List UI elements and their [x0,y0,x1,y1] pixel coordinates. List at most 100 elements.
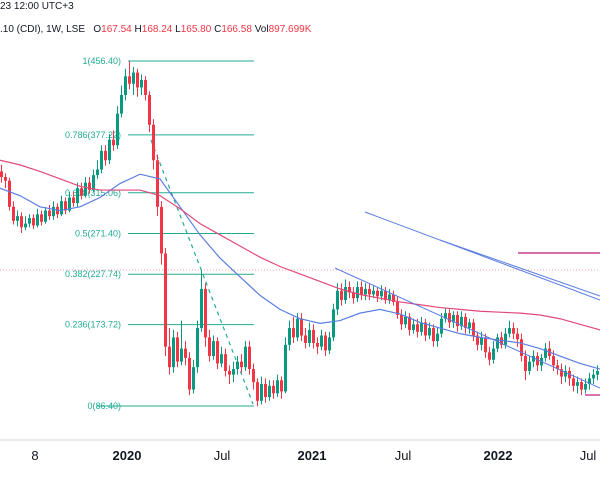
candle-body [372,290,375,295]
timestamp-label: 23 12:00 UTC+3 [0,1,74,12]
candle-body [500,337,503,345]
candle-body [12,206,15,221]
candle-body [456,314,459,327]
candle-body [444,313,447,319]
candle-body [528,361,531,371]
candle-body [408,316,411,330]
candle-body [228,370,231,375]
candle-body [200,288,203,329]
candle-body [276,380,279,394]
candle-body [100,150,103,170]
candle-body [112,139,115,146]
candle-body [388,294,391,301]
candle-body [304,335,307,343]
symbol-label: .10 (CDI), 1W, LSE [0,24,86,35]
candle-body [368,288,371,295]
candle-body [432,328,435,342]
candle-body [484,337,487,353]
candle-body [48,210,51,217]
candle-body [244,346,247,368]
candle-body [136,72,139,88]
candle-body [488,352,491,360]
candle-body [428,328,431,336]
candle-body [472,322,475,336]
candle-body [492,348,495,360]
candle-body [320,335,323,347]
channel-lower-line [334,267,600,389]
fib-level-label: 0(86.40) [87,401,121,411]
candle-body [8,180,11,207]
candle-body [84,182,87,196]
candle-body [552,356,555,366]
candle-body [588,378,591,384]
fib-trend-line [150,139,254,405]
candle-body [52,206,55,217]
candle-body [324,335,327,351]
x-tick-label: 8 [31,448,38,463]
candle-body [400,314,403,325]
candle-body [504,333,507,345]
candle-body [376,290,379,297]
candle-body [252,369,255,383]
open-value: 167.54 [101,24,132,35]
candle-body [556,365,559,370]
candle-body [496,337,499,349]
candle-body [312,329,315,343]
candle-body [352,292,355,299]
fib-level-label: 0.786(377.22) [65,130,121,140]
candle-body [300,318,303,336]
candle-body [104,150,107,161]
candle-body [516,333,519,340]
candle-body [240,361,243,368]
candle-body [348,287,351,293]
candle-body [60,201,63,215]
candle-body [212,341,215,357]
candle-body [384,290,387,301]
close-value: 166.58 [221,24,252,35]
high-value: 168.24 [141,24,173,35]
candle-body [4,176,7,181]
candle-body [76,188,79,204]
candle-body [188,357,191,390]
chart-header: 23 12:00 UTC+3 .10 (CDI), 1W, LSE O167.5… [0,0,600,40]
candle-body [128,76,131,84]
candle-body [508,328,511,334]
candle-body [392,294,395,302]
candle-body [280,380,283,392]
candle-body [120,94,123,114]
fib-level-label: 0.382(227.74) [65,269,121,279]
candle-body [144,80,147,95]
candle-body [88,182,91,191]
candle-body [580,382,583,390]
candle-body [268,385,271,398]
candle-body [264,383,267,398]
candle-body [364,288,367,295]
candle-body [40,214,43,222]
candle-body [328,337,331,351]
candle-body [124,76,127,95]
fib-level-label: 0.618(315.06) [65,188,121,198]
moving-average-slow-line [0,159,600,331]
candle-body [256,382,259,401]
candle-body [360,287,363,295]
candle-body [172,337,175,368]
candle-body [576,382,579,386]
ohlc-legend: .10 (CDI), 1W, LSE O167.54 H168.24 L165.… [0,24,311,35]
candle-body [288,328,291,345]
candle-body [380,290,383,297]
volume-value: 897.699K [268,24,312,35]
candle-body [572,378,575,386]
candle-body [32,218,35,226]
candle-body [248,346,251,370]
candle-body [80,188,83,196]
candle-body [308,329,311,343]
candle-body [520,339,523,357]
candle-body [272,385,275,394]
candle-body [564,370,567,377]
x-tick-label: Jul [580,448,597,463]
trend-line [439,239,600,297]
candle-body [424,322,427,336]
candle-body [296,318,299,338]
